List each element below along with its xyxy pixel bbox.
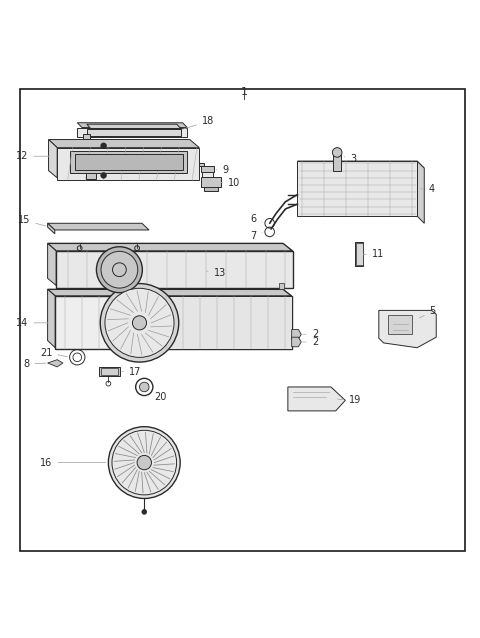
Polygon shape [99, 367, 120, 376]
Polygon shape [201, 177, 221, 188]
Circle shape [142, 510, 147, 514]
Text: 21: 21 [40, 348, 67, 357]
Circle shape [101, 251, 138, 288]
Text: 1: 1 [240, 87, 247, 97]
Circle shape [132, 316, 146, 330]
Text: 8: 8 [24, 359, 46, 369]
Circle shape [140, 382, 149, 392]
Circle shape [112, 430, 177, 495]
Text: 15: 15 [18, 216, 46, 226]
Polygon shape [279, 283, 284, 289]
Text: 5: 5 [420, 306, 436, 318]
Text: 13: 13 [206, 267, 226, 278]
Polygon shape [87, 128, 180, 136]
Circle shape [105, 288, 174, 357]
Polygon shape [158, 296, 292, 349]
Polygon shape [86, 173, 96, 179]
Text: 19: 19 [337, 396, 361, 405]
Text: 16: 16 [40, 457, 106, 468]
Polygon shape [55, 296, 292, 349]
Polygon shape [48, 223, 55, 234]
Polygon shape [48, 140, 57, 178]
Polygon shape [101, 368, 118, 376]
Polygon shape [77, 128, 187, 137]
Polygon shape [379, 310, 436, 348]
Text: 20: 20 [147, 392, 166, 401]
Text: 3: 3 [344, 154, 356, 164]
Text: 17: 17 [122, 367, 141, 376]
Polygon shape [48, 243, 56, 285]
Polygon shape [48, 360, 63, 367]
Polygon shape [48, 243, 293, 251]
Polygon shape [56, 251, 293, 288]
Polygon shape [204, 188, 217, 191]
Polygon shape [48, 140, 199, 147]
Polygon shape [48, 223, 149, 230]
Circle shape [100, 283, 179, 362]
Circle shape [101, 143, 107, 149]
Text: 14: 14 [16, 318, 48, 328]
Text: 18: 18 [183, 116, 214, 129]
Polygon shape [356, 243, 362, 265]
Polygon shape [70, 151, 187, 173]
Polygon shape [83, 134, 90, 139]
Circle shape [332, 147, 342, 157]
Text: 7: 7 [251, 231, 262, 241]
Text: 11: 11 [363, 249, 384, 260]
Polygon shape [388, 315, 412, 334]
Polygon shape [292, 330, 301, 339]
Polygon shape [48, 289, 292, 296]
Polygon shape [202, 172, 213, 177]
Polygon shape [292, 338, 301, 347]
Polygon shape [199, 163, 204, 166]
Polygon shape [288, 387, 345, 411]
Circle shape [96, 247, 143, 293]
Polygon shape [201, 166, 214, 172]
Circle shape [108, 427, 180, 498]
Text: 2: 2 [302, 329, 318, 339]
Polygon shape [57, 147, 199, 180]
Polygon shape [298, 161, 424, 168]
Polygon shape [298, 161, 417, 216]
Text: 9: 9 [216, 165, 228, 175]
Circle shape [137, 456, 152, 470]
Text: 10: 10 [221, 177, 240, 188]
Polygon shape [87, 124, 180, 128]
Polygon shape [75, 154, 182, 170]
Polygon shape [355, 242, 363, 266]
Text: 4: 4 [421, 184, 434, 194]
Polygon shape [333, 155, 341, 170]
Text: 6: 6 [251, 214, 262, 225]
Text: 12: 12 [16, 151, 49, 161]
Circle shape [112, 263, 126, 277]
Text: 2: 2 [302, 337, 318, 347]
Circle shape [101, 172, 107, 178]
Polygon shape [48, 289, 55, 348]
Polygon shape [417, 161, 424, 223]
Polygon shape [77, 122, 187, 128]
